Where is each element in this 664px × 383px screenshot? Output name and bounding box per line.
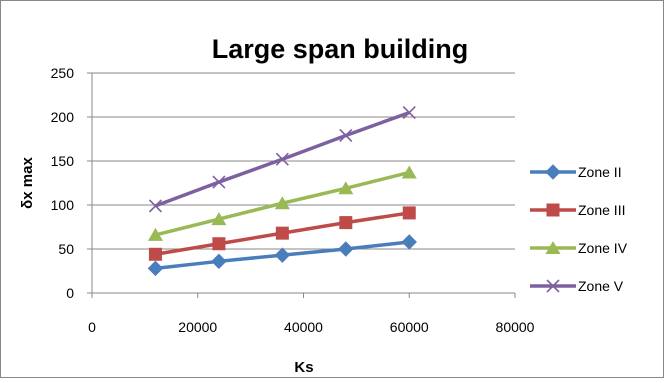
x-marker-stroke [402, 106, 416, 120]
series-zone-iv [147, 165, 417, 241]
data-point [147, 227, 163, 241]
x-marker-stroke [339, 128, 353, 143]
legend-marker [546, 279, 560, 293]
legend-label: Zone III [578, 202, 625, 218]
series-group [147, 106, 417, 277]
series-zone-ii [147, 234, 417, 277]
data-point [275, 226, 289, 240]
x-marker-stroke [148, 199, 163, 213]
data-point [275, 152, 289, 166]
data-point [402, 206, 416, 220]
data-point [339, 216, 353, 230]
legend-label: Zone II [578, 164, 622, 180]
x-tick-label: 40000 [284, 319, 323, 335]
y-tick-label: 200 [51, 109, 75, 125]
legend-item: Zone V [530, 278, 624, 294]
data-point [147, 260, 164, 277]
x-marker-stroke [275, 152, 289, 166]
axes: 0 50 100 150 200 250 0 20000 40000 60000 80000 [51, 65, 535, 335]
data-point [212, 175, 226, 189]
data-point [274, 247, 291, 263]
legend-label: Zone IV [578, 240, 628, 256]
y-tick-label: 150 [51, 153, 75, 169]
y-tick-label: 0 [66, 285, 74, 301]
data-point [402, 106, 416, 120]
y-tick-label: 100 [51, 197, 75, 213]
data-point [148, 247, 162, 261]
data-point [339, 128, 353, 143]
legend-item: Zone II [530, 164, 622, 180]
chart-title: Large span building [212, 34, 469, 64]
x-tick-label: 60000 [390, 319, 429, 335]
legend-item: Zone III [530, 202, 625, 218]
legend-label: Zone V [578, 278, 624, 294]
legend-marker [545, 241, 561, 254]
data-point [338, 241, 354, 257]
data-point [212, 237, 226, 251]
x-tick-label: 20000 [178, 319, 217, 335]
legend-marker [546, 203, 560, 217]
legend-item: Zone IV [530, 240, 628, 256]
x-axis-label: Ks [294, 359, 313, 376]
x-tick-label: 80000 [496, 319, 535, 335]
y-tick-label: 250 [51, 65, 75, 81]
series-zone-v [148, 106, 416, 213]
data-point [211, 212, 227, 226]
legend: Zone II Zone III Zone IV Zone V [530, 164, 628, 294]
legend-marker [545, 164, 561, 180]
x-tick-label: 0 [88, 319, 96, 335]
data-point [338, 181, 354, 195]
data-point [274, 196, 290, 210]
data-point [211, 253, 227, 270]
x-marker-stroke [546, 279, 560, 293]
x-marker-stroke [212, 175, 226, 189]
series-zone-iii [148, 206, 416, 261]
y-axis-label: δx max [19, 157, 36, 209]
y-tick-label: 50 [58, 241, 74, 257]
data-point [401, 234, 417, 250]
data-point [401, 165, 417, 179]
data-point [148, 199, 163, 213]
